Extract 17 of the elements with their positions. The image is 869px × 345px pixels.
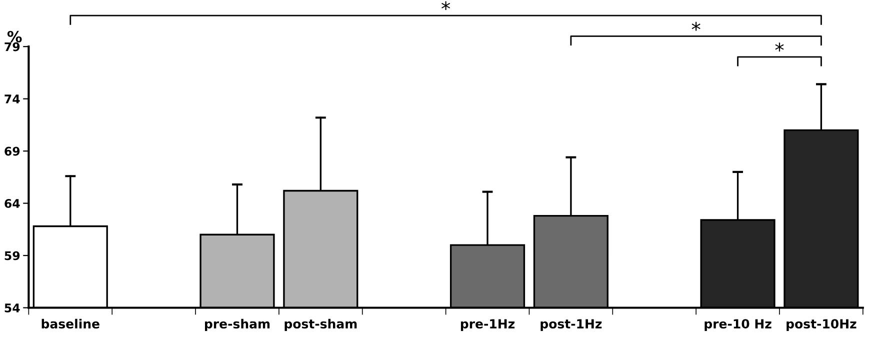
y-tick-label: 69 xyxy=(4,146,20,156)
y-tick-label: 59 xyxy=(4,251,20,260)
x-tick-label: post-sham xyxy=(284,318,357,331)
y-tick-label: 54 xyxy=(4,304,20,312)
x-tick-label: pre-sham xyxy=(205,318,270,331)
annotation: * xyxy=(775,42,784,52)
x-tick-label: baseline xyxy=(42,318,100,329)
x-tick-label: post-10Hz xyxy=(786,319,856,331)
y-tick-label: 74 xyxy=(4,94,20,104)
y-tick-label: 64 xyxy=(4,199,20,208)
x-tick-label: pre-1Hz xyxy=(460,319,515,331)
text: * xyxy=(692,22,700,31)
y-tick-label: 79 xyxy=(4,42,20,52)
x-tick-label: pre-10 Hz xyxy=(704,319,772,331)
y-axis-title: % xyxy=(7,30,22,42)
text: * xyxy=(442,1,450,10)
x-tick-label: post-1Hz xyxy=(540,319,602,331)
